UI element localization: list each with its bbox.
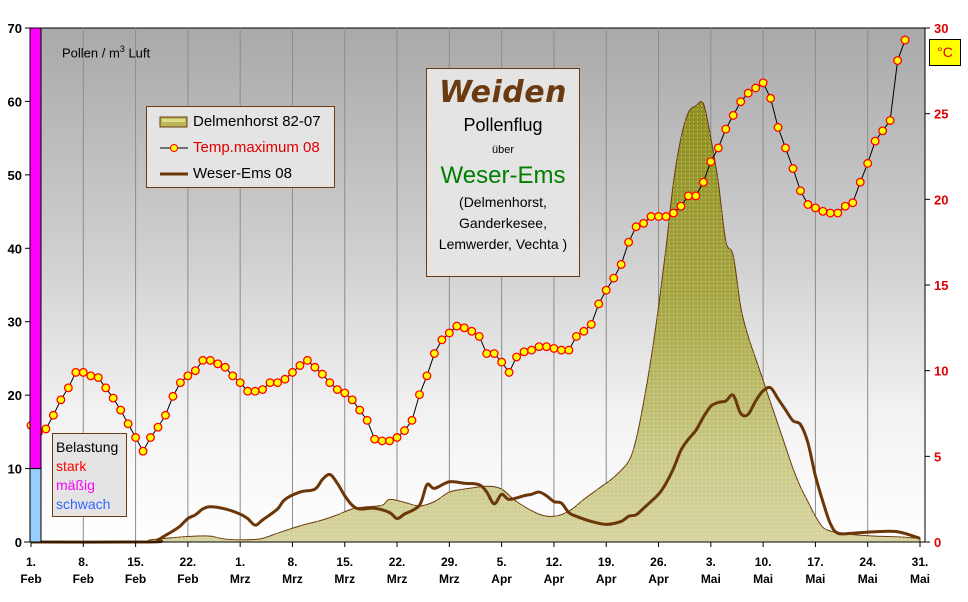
places-list: (Delmenhorst, Ganderkesee, Lemwerder, Ve… (438, 194, 568, 252)
svg-text:25: 25 (934, 107, 948, 122)
legend-item-delmenhorst: Delmenhorst 82-07 (159, 113, 321, 130)
svg-text:5: 5 (934, 449, 941, 464)
svg-text:Apr: Apr (648, 572, 669, 586)
svg-text:Feb: Feb (125, 572, 146, 586)
svg-text:10.: 10. (755, 555, 772, 569)
svg-text:50: 50 (8, 168, 22, 183)
belastung-bands (29, 27, 42, 543)
svg-text:Mrz: Mrz (439, 572, 460, 586)
svg-text:8.: 8. (287, 555, 297, 569)
svg-text:17.: 17. (807, 555, 824, 569)
svg-text:30: 30 (8, 315, 22, 330)
svg-text:Mrz: Mrz (334, 572, 355, 586)
svg-text:Mrz: Mrz (282, 572, 303, 586)
svg-text:Mai: Mai (910, 572, 930, 586)
svg-text:Apr: Apr (596, 572, 617, 586)
chart-legend: Delmenhorst 82-07 Temp.maximum 08 Weser-… (146, 106, 335, 188)
svg-text:Mai: Mai (753, 572, 773, 586)
svg-text:10: 10 (934, 364, 948, 379)
svg-text:15: 15 (934, 278, 948, 293)
svg-text:15.: 15. (127, 555, 144, 569)
svg-text:0: 0 (934, 535, 941, 550)
svg-text:Mai: Mai (701, 572, 721, 586)
svg-text:20: 20 (8, 388, 22, 403)
svg-text:22.: 22. (389, 555, 406, 569)
svg-text:Apr: Apr (544, 572, 565, 586)
belastung-level-stark: stark (56, 458, 87, 474)
svg-text:1.: 1. (235, 555, 245, 569)
axes: 0 10 20 30 40 50 60 70 0 5 10 15 20 25 30 1. Feb 8. Feb 15.… (8, 21, 949, 586)
chart-title-box: Weiden Pollenflug über Weser-Ems (Delmen… (426, 68, 580, 277)
svg-text:1.: 1. (26, 555, 36, 569)
delmenhorst-area-series (30, 100, 921, 543)
svg-text:0: 0 (15, 535, 22, 550)
svg-text:30: 30 (934, 21, 948, 36)
svg-text:15.: 15. (336, 555, 353, 569)
svg-text:Mrz: Mrz (230, 572, 251, 586)
svg-text:Mai: Mai (805, 572, 825, 586)
svg-text:Feb: Feb (20, 572, 41, 586)
celsius-unit-badge: °C (929, 39, 961, 66)
belastung-level-schwach: schwach (56, 496, 111, 512)
svg-text:3.: 3. (706, 555, 716, 569)
svg-text:31.: 31. (912, 555, 929, 569)
svg-text:Feb: Feb (177, 572, 198, 586)
region-name: Weser-Ems (440, 162, 566, 189)
svg-text:20: 20 (934, 192, 948, 207)
chart-subtitle-connector: über (491, 144, 515, 156)
svg-text:19.: 19. (598, 555, 615, 569)
svg-text:10: 10 (8, 462, 22, 477)
line-swatch-icon (160, 172, 188, 175)
svg-text:5.: 5. (497, 555, 507, 569)
svg-text:24.: 24. (859, 555, 876, 569)
legend-item-weser-ems: Weser-Ems 08 (159, 165, 292, 182)
svg-text:26.: 26. (650, 555, 667, 569)
svg-text:8.: 8. (78, 555, 88, 569)
chart-subtitle: Pollenflug (463, 115, 543, 135)
temperature-line-series (26, 35, 910, 456)
area-swatch-icon (159, 116, 188, 127)
svg-text:29.: 29. (441, 555, 458, 569)
belastung-legend: Belastung stark mäßig schwach (52, 433, 127, 517)
svg-text:Feb: Feb (73, 572, 94, 586)
svg-text:Mrz: Mrz (387, 572, 408, 586)
svg-text:40: 40 (8, 241, 22, 256)
chart-title: Weiden (439, 75, 567, 110)
left-axis-unit-label: Pollen / m3 Luft (62, 44, 151, 61)
belastung-level-maessig: mäßig (56, 477, 95, 493)
belastung-heading: Belastung (56, 439, 119, 455)
svg-text:Mai: Mai (858, 572, 878, 586)
svg-text:22.: 22. (180, 555, 197, 569)
svg-text:Apr: Apr (491, 572, 512, 586)
weser-ems-line-series (30, 385, 921, 544)
svg-text:60: 60 (8, 94, 22, 109)
svg-text:70: 70 (8, 21, 22, 36)
svg-text:12.: 12. (546, 555, 563, 569)
legend-item-temperature: Temp.maximum 08 (159, 139, 320, 156)
line-marker-swatch-icon (160, 143, 188, 152)
